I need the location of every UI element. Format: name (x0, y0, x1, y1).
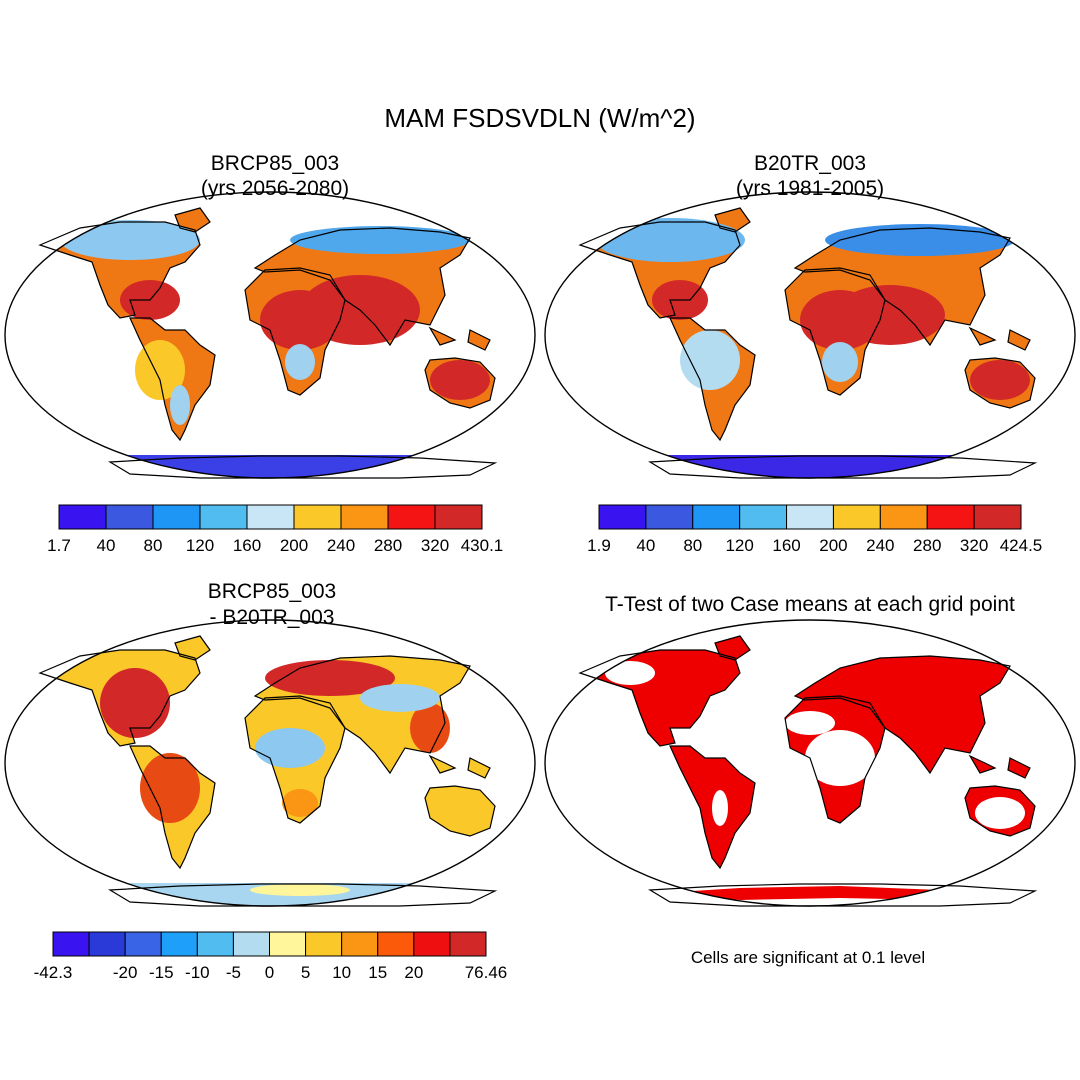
map-difference (4, 619, 536, 907)
colorbar-box (232, 931, 271, 957)
colorbar-box (152, 504, 201, 530)
colorbar-box (739, 504, 788, 530)
panel-difference-title: BRCP85_003 (208, 580, 336, 603)
panel-future: BRCP85_003 (yrs 2056-2080) 1.7 40 80 120 160… (4, 152, 536, 555)
colorbar-box (973, 504, 1022, 530)
colorbar-tick-label: 10 (332, 963, 351, 982)
colorbar-box (926, 504, 975, 530)
colorbar-tick-label: 240 (327, 536, 355, 555)
colorbar-box (52, 931, 90, 957)
colorbar-box (786, 504, 834, 530)
map-ttest (544, 619, 1076, 907)
colorbar-tick-label: 240 (866, 536, 894, 555)
panel-historical: B20TR_003 (yrs 1981-2005) 1.9 40 80 120 160 2… (544, 152, 1076, 555)
colorbar-tick-label: 15 (368, 963, 387, 982)
map-future (4, 191, 536, 479)
figure-title: MAM FSDSVDLN (W/m^2) (384, 103, 695, 133)
colorbar-future: 1.7 40 80 120 160 200 240 280 320 430.1 (47, 504, 504, 555)
colorbar-historical: 1.9 40 80 120 160 200 240 280 320 424.5 (587, 504, 1043, 555)
colorbar-box (58, 504, 107, 530)
colorbar-tick-label: 200 (280, 536, 308, 555)
panel-historical-title: B20TR_003 (754, 152, 866, 175)
ttest-note: Cells are significant at 0.1 level (691, 948, 925, 967)
colorbar-box (340, 504, 389, 530)
colorbar-tick-label: 76.46 (465, 963, 508, 982)
colorbar-tick-label: 320 (421, 536, 449, 555)
colorbar-box (645, 504, 694, 530)
colorbar-box (434, 504, 483, 530)
colorbar-tick-label: 80 (144, 536, 163, 555)
colorbar-box (449, 931, 487, 957)
colorbar-tick-label: 5 (301, 963, 310, 982)
colorbar-tick-label: 0 (265, 963, 274, 982)
panel-future-period: (yrs 2056-2080) (201, 177, 349, 200)
colorbar-box (377, 931, 415, 957)
colorbar-box (246, 504, 295, 530)
colorbar-box (88, 931, 126, 957)
colorbar-box (413, 931, 451, 957)
colorbar-tick-label: 424.5 (1000, 536, 1043, 555)
map-historical (544, 191, 1076, 479)
colorbar-box (832, 504, 881, 530)
colorbar-tick-label: 160 (772, 536, 800, 555)
colorbar-box (199, 504, 248, 530)
colorbar-tick-label: -20 (113, 963, 138, 982)
colorbar-tick-label: 160 (233, 536, 261, 555)
colorbar-tick-label: 280 (913, 536, 941, 555)
panel-difference-subtitle: - B20TR_003 (210, 606, 335, 629)
colorbar-tick-label: -42.3 (34, 963, 73, 982)
colorbar-box (269, 931, 307, 957)
colorbar-tick-label: 1.7 (47, 536, 71, 555)
panel-ttest-title: T-Test of two Case means at each grid po… (605, 593, 1015, 616)
panel-future-title: BRCP85_003 (211, 152, 339, 175)
colorbar-tick-label: 20 (404, 963, 423, 982)
colorbar-tick-label: 280 (374, 536, 402, 555)
colorbar-tick-label: 40 (636, 536, 655, 555)
colorbar-tick-label: -10 (185, 963, 210, 982)
panel-historical-period: (yrs 1981-2005) (736, 177, 884, 200)
colorbar-tick-label: 40 (97, 536, 116, 555)
colorbar-box (124, 931, 162, 957)
colorbar-difference: -42.3 -20 -15 -10 -5 0 5 10 15 20 76.46 (34, 931, 508, 982)
colorbar-tick-label: -5 (226, 963, 241, 982)
colorbar-box (105, 504, 154, 530)
colorbar-tick-label: 320 (960, 536, 988, 555)
colorbar-tick-label: 200 (819, 536, 847, 555)
colorbar-tick-label: 120 (186, 536, 214, 555)
colorbar-tick-label: -15 (149, 963, 174, 982)
colorbar-box (598, 504, 647, 530)
colorbar-box (387, 504, 436, 530)
colorbar-tick-label: 120 (725, 536, 753, 555)
colorbar-tick-label: 80 (683, 536, 702, 555)
colorbar-box (196, 931, 234, 957)
panel-ttest: T-Test of two Case means at each grid po… (544, 593, 1076, 967)
colorbar-tick-label: 1.9 (587, 536, 611, 555)
colorbar-box (879, 504, 928, 530)
panel-difference: BRCP85_003 - B20TR_003 -42.3 -20 -15 -10 -5 0… (4, 580, 536, 982)
colorbar-tick-label: 430.1 (461, 536, 504, 555)
colorbar-box (160, 931, 198, 957)
colorbar-box (305, 931, 343, 957)
colorbar-box (293, 504, 342, 530)
colorbar-box (341, 931, 379, 957)
colorbar-box (692, 504, 741, 530)
